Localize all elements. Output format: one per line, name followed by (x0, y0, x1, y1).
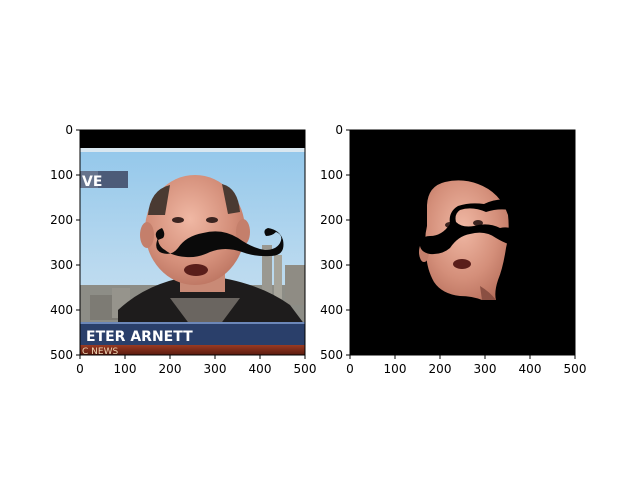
y-tick-label: 500 (320, 348, 343, 362)
x-tick-label: 400 (519, 362, 542, 376)
x-tick-label: 100 (114, 362, 137, 376)
y-tick-label: 300 (50, 258, 73, 272)
x-tick-label: 300 (474, 362, 497, 376)
right-axes-frame (349, 129, 576, 356)
x-tick-label: 100 (384, 362, 407, 376)
x-tick-label: 500 (294, 362, 317, 376)
x-tick-label: 500 (564, 362, 587, 376)
left-panel: VE ETER ARNETT (50, 123, 316, 376)
y-tick-label: 200 (50, 213, 73, 227)
x-tick-label: 300 (204, 362, 227, 376)
right-image (350, 130, 575, 355)
y-tick-label: 400 (50, 303, 73, 317)
y-tick-label: 300 (320, 258, 343, 272)
y-tick-label: 400 (320, 303, 343, 317)
left-axes-frame (79, 129, 306, 356)
channel-caption: C NEWS (82, 347, 118, 357)
y-tick-label: 100 (320, 168, 343, 182)
x-tick-label: 0 (76, 362, 84, 376)
x-tick-label: 0 (346, 362, 354, 376)
y-tick-label: 200 (320, 213, 343, 227)
x-tick-label: 200 (159, 362, 182, 376)
y-tick-label: 100 (50, 168, 73, 182)
y-tick-label: 500 (50, 348, 73, 362)
y-tick-label: 0 (65, 123, 73, 137)
banner-top-text: VE (82, 174, 102, 190)
x-tick-label: 200 (429, 362, 452, 376)
x-tick-label: 400 (249, 362, 272, 376)
mustache-cutout (419, 199, 515, 255)
y-tick-label: 0 (335, 123, 343, 137)
left-image: VE ETER ARNETT (80, 130, 305, 357)
name-caption: ETER ARNETT (86, 329, 193, 345)
